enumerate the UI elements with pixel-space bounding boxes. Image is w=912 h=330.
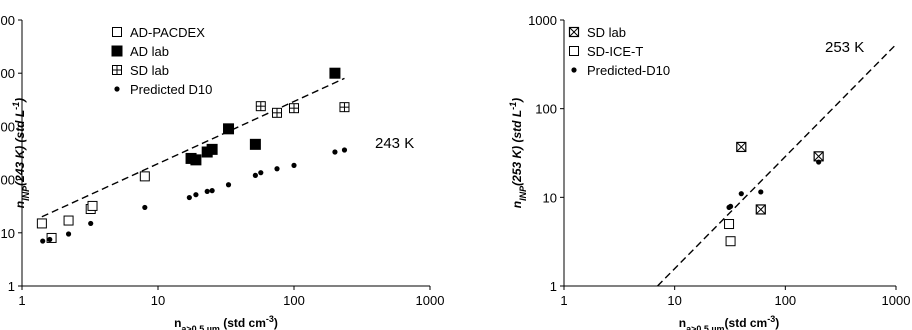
legend-label: AD lab — [130, 44, 169, 59]
data-point — [193, 192, 199, 198]
data-point — [204, 188, 210, 195]
data-point — [190, 154, 202, 166]
y-axis-label: nINP(243 K) (std L-1) — [11, 98, 31, 208]
legend-marker — [111, 45, 123, 57]
data-point — [206, 143, 218, 155]
legend-marker — [112, 27, 122, 37]
y-tick-label: 10 — [1, 226, 15, 241]
data-point — [724, 219, 735, 230]
data-point — [291, 162, 297, 168]
data-point — [758, 189, 764, 195]
x-tick-label: 10 — [667, 293, 681, 308]
legend-marker — [568, 26, 580, 38]
data-point — [738, 191, 744, 197]
legend-label: Predicted-D10 — [587, 63, 670, 78]
data-point — [225, 182, 232, 188]
legend-marker — [571, 67, 577, 73]
x-tick-label: 1 — [560, 293, 567, 308]
temperature-annotation: 243 K — [375, 135, 414, 152]
data-point — [47, 236, 53, 243]
data-point — [258, 170, 264, 176]
legend-label: SD-ICE-T — [587, 44, 643, 59]
legend-marker — [569, 46, 579, 56]
data-point — [329, 67, 341, 79]
x-tick-label: 100 — [774, 293, 796, 308]
y-tick-label: 1000 — [528, 13, 557, 28]
temperature-annotation: 253 K — [825, 39, 864, 56]
data-point — [332, 149, 338, 155]
x-axis-label: na>0.5 µm (std cm-3) — [174, 314, 278, 330]
data-point — [736, 141, 747, 153]
data-point — [87, 200, 98, 211]
data-point — [725, 236, 736, 247]
x-axis-label: na>0.5 µm(std cm-3) — [679, 314, 780, 330]
data-point — [274, 166, 280, 172]
legend-label: AD-PACDEX — [130, 25, 205, 40]
fit-line — [657, 43, 897, 287]
data-point — [755, 204, 766, 215]
chart-253k: 1 10 100 1000 1 10 100 1000 SD lab SD-ICE-T Predic… — [508, 13, 910, 330]
data-point — [65, 231, 72, 237]
x-tick-label: 10 — [151, 293, 165, 308]
x-tick-label: 1000 — [416, 293, 445, 308]
y-tick-label: 100 — [0, 173, 15, 188]
data-point — [88, 220, 94, 227]
y-tick-label: 100 — [535, 102, 557, 117]
legend-label: SD lab — [587, 25, 626, 40]
data-point — [272, 107, 283, 118]
legend-marker — [114, 86, 120, 92]
legend-marker — [112, 65, 122, 75]
x-tick-label: 1000 — [882, 293, 911, 308]
data-point — [816, 159, 822, 165]
legend-label: Predicted D10 — [130, 82, 212, 97]
data-point — [339, 102, 350, 113]
x-tick-label: 1 — [18, 293, 25, 308]
data-point — [341, 147, 348, 153]
x-tick-label: 100 — [283, 293, 305, 308]
data-point — [249, 138, 261, 150]
y-tick-label: 1 — [8, 279, 15, 294]
data-point — [289, 103, 299, 114]
data-point — [186, 194, 192, 201]
y-tick-label: 10 — [543, 190, 557, 205]
data-point — [727, 203, 734, 210]
data-point — [36, 218, 47, 229]
legend-label: SD lab — [130, 63, 169, 78]
data-point — [255, 101, 266, 112]
data-point — [63, 215, 74, 226]
data-point — [142, 204, 148, 211]
data-point — [139, 171, 150, 182]
data-point — [209, 188, 215, 194]
y-tick-label: 1 — [550, 279, 557, 294]
y-tick-label: 1000 — [0, 119, 15, 134]
data-point — [40, 238, 46, 244]
y-axis-label: nINP(253 K) (std L-1) — [508, 98, 528, 208]
data-point — [223, 123, 235, 135]
data-point — [252, 172, 258, 178]
fit-line — [41, 77, 345, 218]
